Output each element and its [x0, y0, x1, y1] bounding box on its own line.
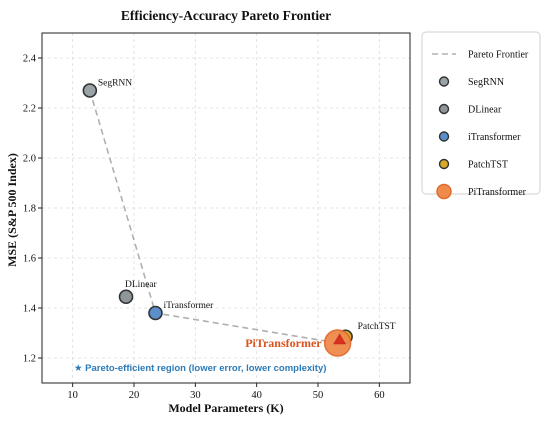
pareto-frontier-line: [89, 90, 338, 344]
legend-marker: [438, 103, 450, 115]
legend-label: SegRNN: [468, 77, 504, 88]
x-tick-label: 50: [313, 390, 324, 401]
y-tick-label: 1.8: [23, 204, 36, 215]
legend-marker: [438, 131, 450, 142]
y-tick-label: 2.4: [23, 54, 37, 65]
point-itransformer: [148, 305, 163, 321]
x-tick-label: 60: [374, 390, 385, 401]
y-tick-label: 1.4: [23, 304, 37, 315]
pareto-frontier-line: [89, 90, 338, 344]
y-tick-label: 1.2: [23, 354, 36, 365]
legend-label: PiTransformer: [468, 187, 527, 198]
y-axis-label: MSE (S&P 500 Index): [5, 153, 19, 267]
legend: Pareto Frontier SegRNN DLinear iTransformer…: [421, 31, 541, 200]
point-segrnn: [82, 83, 98, 98]
axes: 10 20 30 40 50 60 1.2 1.4 1.6 1.8 2.0 2.2 2.4: [23, 32, 411, 401]
pitransformer-marker-icon: [333, 333, 347, 345]
legend-marker: [436, 183, 452, 200]
point-label-patchtst: PatchTST: [358, 322, 396, 332]
chart-title: Efficiency-Accuracy Pareto Frontier: [121, 8, 331, 23]
x-tick-label: 40: [251, 390, 262, 401]
y-tick-label: 1.6: [23, 254, 36, 265]
point-label-segrnn: SegRNN: [98, 79, 132, 89]
legend-label: iTransformer: [468, 132, 521, 143]
point-label-pitransformer: PiTransformer: [245, 336, 322, 350]
legend-marker: [438, 158, 450, 170]
x-tick-label: 20: [129, 390, 140, 401]
legend-label: Pareto Frontier: [468, 50, 529, 61]
legend-marker: [438, 76, 450, 87]
y-tick-label: 2.2: [23, 104, 36, 115]
y-tick-label: 2.0: [23, 154, 36, 165]
legend-label: DLinear: [468, 105, 502, 116]
point-label-itransformer: iTransformer: [163, 300, 214, 311]
grid: [42, 33, 410, 383]
x-axis-label: Model Parameters (K): [168, 401, 283, 415]
x-tick-label: 30: [190, 390, 201, 401]
point-label-dlinear: DLinear: [125, 280, 157, 290]
point-dlinear: [118, 289, 134, 305]
legend-label: PatchTST: [468, 160, 508, 171]
legend-box: [421, 31, 541, 195]
data-points: SegRNN DLinear iTransformer PatchTST PiTrans…: [82, 79, 396, 357]
pareto-region-annotation: ★ Pareto-efficient region (lower error, …: [74, 363, 326, 374]
x-tick-label: 10: [67, 390, 78, 401]
